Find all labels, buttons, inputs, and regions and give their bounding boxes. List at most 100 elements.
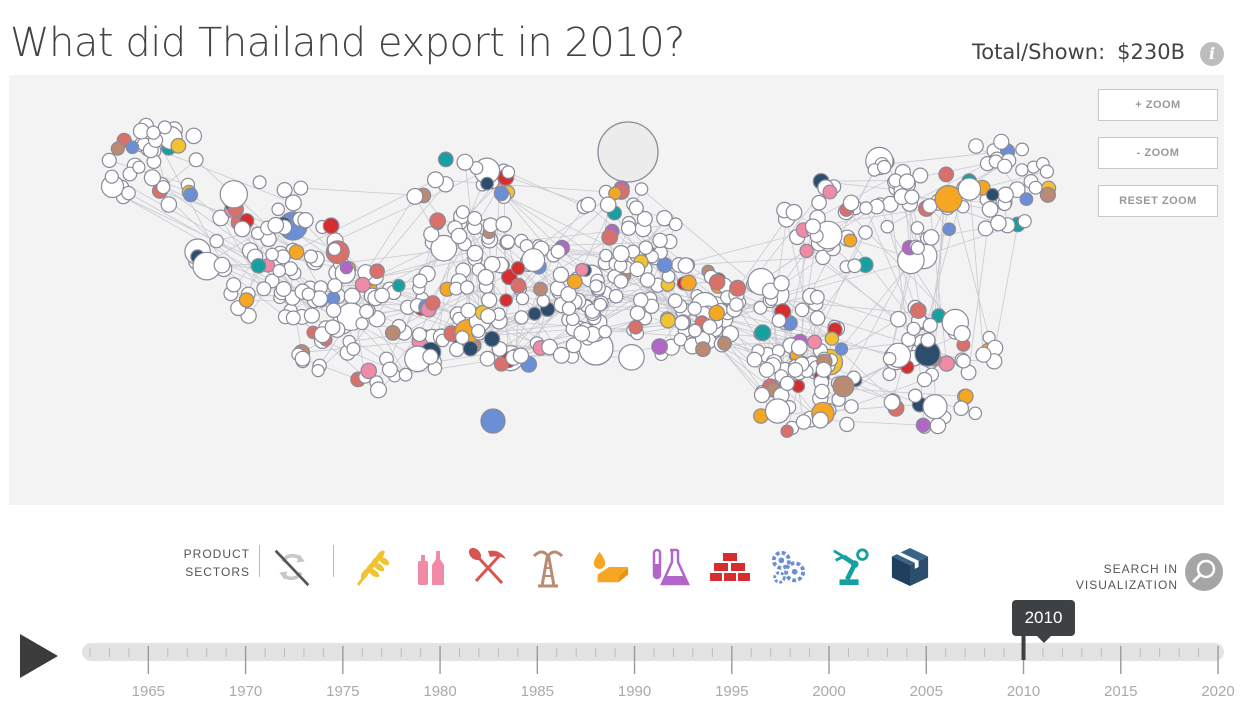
product-node: [406, 187, 424, 205]
product-node: [481, 292, 498, 309]
sector-chemicals-button[interactable]: [650, 545, 690, 589]
product-node: [807, 334, 823, 350]
product-node: [293, 180, 309, 196]
product-node: [822, 184, 838, 200]
product-node: [339, 260, 354, 275]
sector-other-button[interactable]: [890, 545, 930, 589]
search-button[interactable]: [1185, 553, 1223, 591]
reset-zoom-button[interactable]: RESET ZOOM: [1098, 185, 1218, 217]
product-node: [276, 181, 293, 198]
product-node: [188, 152, 204, 168]
oil-derrick-icon: [532, 550, 564, 588]
product-node: [754, 324, 772, 342]
product-node: [325, 302, 342, 318]
product-node: [613, 273, 629, 289]
product-node: [493, 185, 510, 202]
network-edge: [968, 209, 991, 373]
product-node: [628, 319, 643, 335]
product-node: [455, 205, 470, 220]
product-node: [780, 424, 794, 438]
product-space-visualization[interactable]: + ZOOM - ZOOM RESET ZOOM: [9, 75, 1224, 505]
product-node: [953, 325, 971, 343]
play-button[interactable]: [20, 634, 58, 678]
product-node: [450, 227, 468, 245]
bricks-icon: [710, 553, 750, 581]
product-node: [882, 351, 897, 366]
sector-oil-button[interactable]: [528, 545, 568, 589]
sector-food-button[interactable]: [410, 545, 450, 589]
product-node: [608, 186, 622, 201]
product-node: [1039, 164, 1055, 179]
product-node: [412, 273, 428, 289]
sector-agriculture-button[interactable]: [352, 545, 392, 589]
network-edge: [840, 388, 967, 397]
zoom-out-button[interactable]: - ZOOM: [1098, 137, 1218, 169]
product-node: [608, 288, 624, 304]
product-node: [265, 247, 279, 262]
network-edge: [909, 163, 988, 205]
product-node: [156, 180, 171, 195]
product-node: [906, 321, 921, 336]
product-node: [787, 362, 804, 378]
sector-machinery-button[interactable]: [768, 545, 808, 589]
product-node: [479, 350, 496, 367]
product-node: [110, 141, 125, 156]
network-edge: [814, 232, 866, 343]
network-graph[interactable]: [9, 75, 1224, 505]
network-edge: [404, 286, 487, 333]
current-year-tooltip: 2010: [1012, 600, 1075, 643]
product-node: [589, 279, 603, 293]
product-node: [834, 342, 849, 356]
sector-minerals-button[interactable]: [468, 545, 508, 589]
product-node: [729, 279, 747, 297]
sector-all-button[interactable]: [272, 545, 312, 589]
bottles-icon: [418, 551, 444, 585]
product-node: [510, 277, 527, 294]
product-node: [374, 287, 390, 304]
network-edge: [334, 170, 488, 242]
product-node: [477, 268, 495, 286]
product-node: [501, 165, 516, 179]
timeline-track[interactable]: [82, 643, 1224, 661]
search-icon: [1191, 559, 1216, 584]
network-edge: [921, 187, 965, 343]
product-node: [437, 151, 454, 168]
product-node: [934, 184, 963, 213]
product-node: [815, 361, 832, 378]
product-node: [252, 175, 267, 190]
flask-icon: [652, 548, 690, 586]
product-node: [324, 319, 341, 336]
product-node: [322, 217, 340, 235]
product-node: [904, 189, 920, 205]
sector-fats-button[interactable]: [590, 545, 630, 589]
product-node: [938, 166, 955, 183]
product-node: [550, 243, 566, 259]
info-icon[interactable]: i: [1200, 42, 1224, 66]
product-node: [620, 220, 637, 236]
product-node: [355, 317, 369, 331]
sectors-label-line1: PRODUCT: [183, 547, 250, 561]
product-node: [598, 324, 612, 339]
product-node: [809, 310, 826, 326]
timeline-year-label: 1995: [715, 683, 749, 700]
product-node: [687, 301, 702, 316]
sector-materials-button[interactable]: [710, 545, 750, 589]
product-node: [209, 233, 224, 249]
product-node: [483, 330, 501, 348]
product-node: [717, 336, 732, 351]
zoom-in-button[interactable]: + ZOOM: [1098, 89, 1218, 121]
total-shown: Total/Shown: $230B: [972, 40, 1185, 64]
product-node: [104, 169, 119, 184]
product-node: [753, 386, 771, 404]
network-edge: [503, 170, 585, 207]
product-node: [573, 324, 591, 342]
product-node: [889, 310, 907, 328]
product-node: [629, 261, 646, 278]
product-node: [495, 216, 512, 233]
sector-electronics-button[interactable]: [830, 545, 870, 589]
timeline-year-label: 2010: [1006, 683, 1041, 700]
product-node: [985, 187, 1000, 202]
network-edge: [840, 258, 912, 389]
product-node: [219, 180, 248, 209]
sectors-label-line2: SECTORS: [185, 565, 250, 579]
